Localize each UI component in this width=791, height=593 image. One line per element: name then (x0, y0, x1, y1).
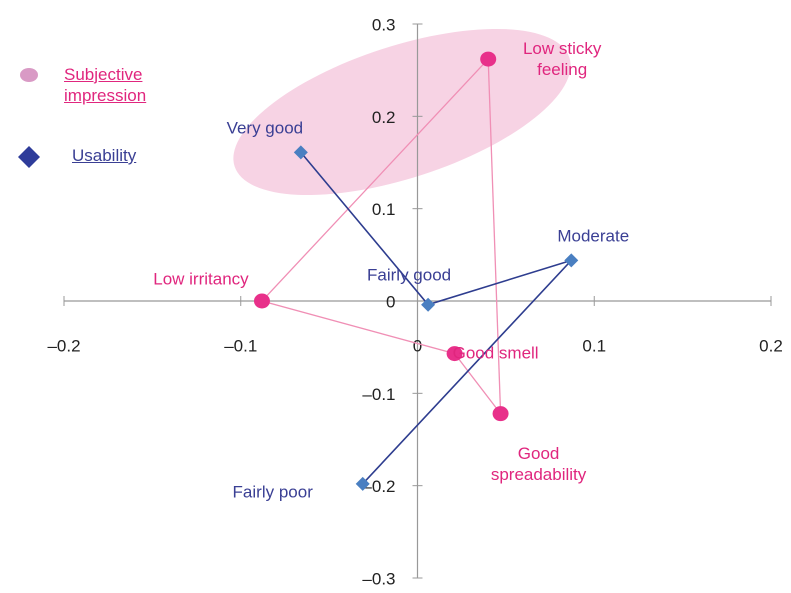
point (293, 145, 308, 160)
series-line (260, 58, 502, 415)
point (492, 406, 509, 422)
point (480, 51, 497, 67)
legend-marker (18, 146, 40, 168)
x-tick-label: –0.2 (47, 336, 80, 355)
legend-label: Usability (72, 146, 137, 165)
y-tick-label: 0.1 (372, 200, 396, 219)
point-label: Good spreadability (490, 443, 587, 484)
point-label: Good smell (452, 343, 539, 363)
legend-marker (20, 68, 38, 82)
point-label: Low sticky feeling (522, 39, 602, 80)
y-tick-label: 0.3 (372, 15, 396, 34)
point (446, 346, 463, 362)
point (564, 253, 579, 268)
point (253, 293, 270, 309)
x-tick-label: –0.1 (224, 336, 257, 355)
series-line-closing (487, 59, 502, 414)
x-tick-label: 0.2 (759, 336, 783, 355)
point-label: Very good (226, 118, 304, 138)
point-label: Moderate (557, 226, 630, 246)
series-line (300, 151, 574, 485)
y-tick-label: –0.2 (362, 477, 395, 496)
point-label: Low irritancy (153, 269, 249, 289)
point-label: Fairly good (367, 265, 452, 285)
point (355, 476, 370, 491)
point (421, 297, 436, 312)
y-tick-label: 0.2 (372, 108, 396, 127)
highlight-region (233, 28, 571, 196)
point-label: Fairly poor (232, 482, 313, 502)
legend-label: Subjective impression (64, 65, 147, 105)
x-tick-label: 0.1 (582, 336, 606, 355)
y-tick-label: –0.3 (362, 569, 395, 588)
y-tick-label: –0.1 (362, 385, 395, 404)
y-tick-label: 0 (386, 292, 395, 311)
x-tick-label: 0 (413, 336, 422, 355)
